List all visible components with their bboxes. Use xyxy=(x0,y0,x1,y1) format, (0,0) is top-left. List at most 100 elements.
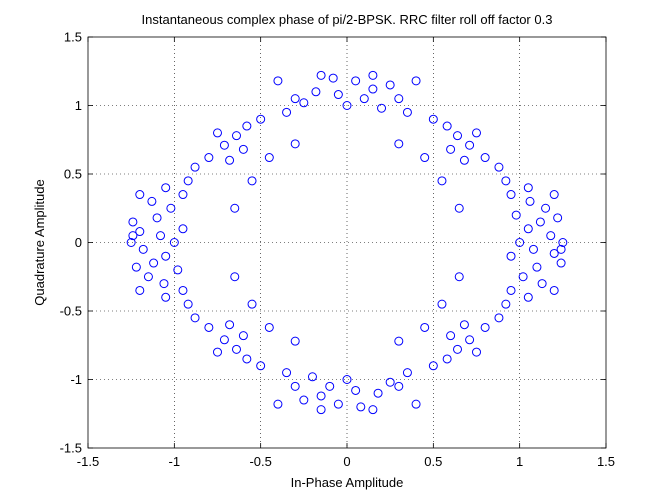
data-point xyxy=(472,128,481,138)
data-point xyxy=(420,153,430,163)
data-point xyxy=(242,121,252,131)
data-point xyxy=(178,190,188,200)
data-point xyxy=(453,131,463,141)
data-point xyxy=(247,176,257,186)
data-point xyxy=(135,285,145,295)
data-point xyxy=(428,114,438,124)
data-point xyxy=(523,183,533,193)
data-point xyxy=(135,190,145,200)
data-point xyxy=(556,244,566,254)
x-tick-label: -1.5 xyxy=(77,454,99,469)
data-point xyxy=(465,140,475,150)
data-point xyxy=(377,103,387,113)
data-point xyxy=(238,144,248,154)
data-point xyxy=(273,399,283,409)
x-tick-label: -0.5 xyxy=(249,454,271,469)
data-point xyxy=(128,231,138,241)
data-point xyxy=(549,248,559,258)
data-point xyxy=(225,320,235,330)
data-point xyxy=(402,368,412,378)
data-point xyxy=(273,76,283,86)
data-point xyxy=(316,405,326,415)
data-point xyxy=(325,381,335,391)
y-tick-label: 0 xyxy=(75,235,82,250)
data-point xyxy=(333,399,343,409)
data-point xyxy=(394,94,404,104)
data-point xyxy=(525,196,535,206)
x-tick-label: -1 xyxy=(169,454,181,469)
data-point xyxy=(231,131,241,141)
data-point xyxy=(465,335,475,345)
data-point xyxy=(411,399,421,409)
data-point xyxy=(420,322,430,332)
y-tick-label: 0.5 xyxy=(64,167,82,182)
data-point xyxy=(453,344,463,354)
data-point xyxy=(316,391,326,401)
data-point xyxy=(183,299,193,309)
data-point xyxy=(316,70,326,80)
data-point xyxy=(128,217,138,227)
data-point xyxy=(333,90,343,100)
data-point xyxy=(131,262,141,272)
data-point xyxy=(135,227,145,237)
data-point xyxy=(190,162,200,172)
data-point xyxy=(156,231,166,241)
data-point xyxy=(190,313,200,323)
data-point xyxy=(359,94,369,104)
data-point xyxy=(437,299,447,309)
data-point xyxy=(242,354,252,364)
data-point xyxy=(149,258,159,268)
data-point xyxy=(351,385,361,395)
data-point xyxy=(368,84,378,94)
data-point xyxy=(256,361,266,371)
data-point xyxy=(385,80,395,90)
data-point xyxy=(290,381,300,391)
data-point xyxy=(147,196,157,206)
data-point xyxy=(535,217,545,227)
data-point xyxy=(480,322,490,332)
data-point xyxy=(178,285,188,295)
data-point xyxy=(541,203,551,213)
data-point xyxy=(506,190,516,200)
data-point xyxy=(528,244,538,254)
data-point xyxy=(138,244,148,254)
data-point xyxy=(553,213,563,223)
data-point xyxy=(152,213,162,223)
data-point xyxy=(394,336,404,346)
data-point xyxy=(161,183,171,193)
data-point xyxy=(472,347,481,357)
data-point xyxy=(183,176,193,186)
data-point xyxy=(328,73,338,83)
data-point xyxy=(506,285,516,295)
data-point xyxy=(290,94,300,104)
data-point xyxy=(307,372,317,382)
data-point xyxy=(230,203,240,213)
data-point xyxy=(219,335,229,345)
axis-ticks: -1.5 -1 -0.5 0 0.5 1 1.5 -1.5 -1 -0.5 0 0.5 1 1.5 xyxy=(60,30,615,470)
data-point xyxy=(549,190,559,200)
data-point xyxy=(143,272,153,282)
data-point xyxy=(494,162,504,172)
data-point xyxy=(311,87,321,97)
data-point xyxy=(428,361,438,371)
data-point xyxy=(282,368,292,378)
data-point xyxy=(225,155,235,165)
data-point xyxy=(126,238,136,247)
data-point xyxy=(549,285,559,295)
data-point xyxy=(515,238,525,247)
data-point xyxy=(204,322,214,332)
x-tick-label: 1.5 xyxy=(597,454,615,469)
data-point xyxy=(442,354,452,364)
data-point xyxy=(501,299,511,309)
data-point xyxy=(161,251,171,261)
data-point xyxy=(351,76,361,86)
data-point xyxy=(230,272,240,282)
data-point xyxy=(161,292,171,302)
data-point xyxy=(394,139,404,149)
data-point xyxy=(523,224,533,234)
data-point xyxy=(178,224,188,234)
data-point xyxy=(373,388,383,398)
data-point xyxy=(282,107,292,117)
data-point xyxy=(454,272,464,282)
